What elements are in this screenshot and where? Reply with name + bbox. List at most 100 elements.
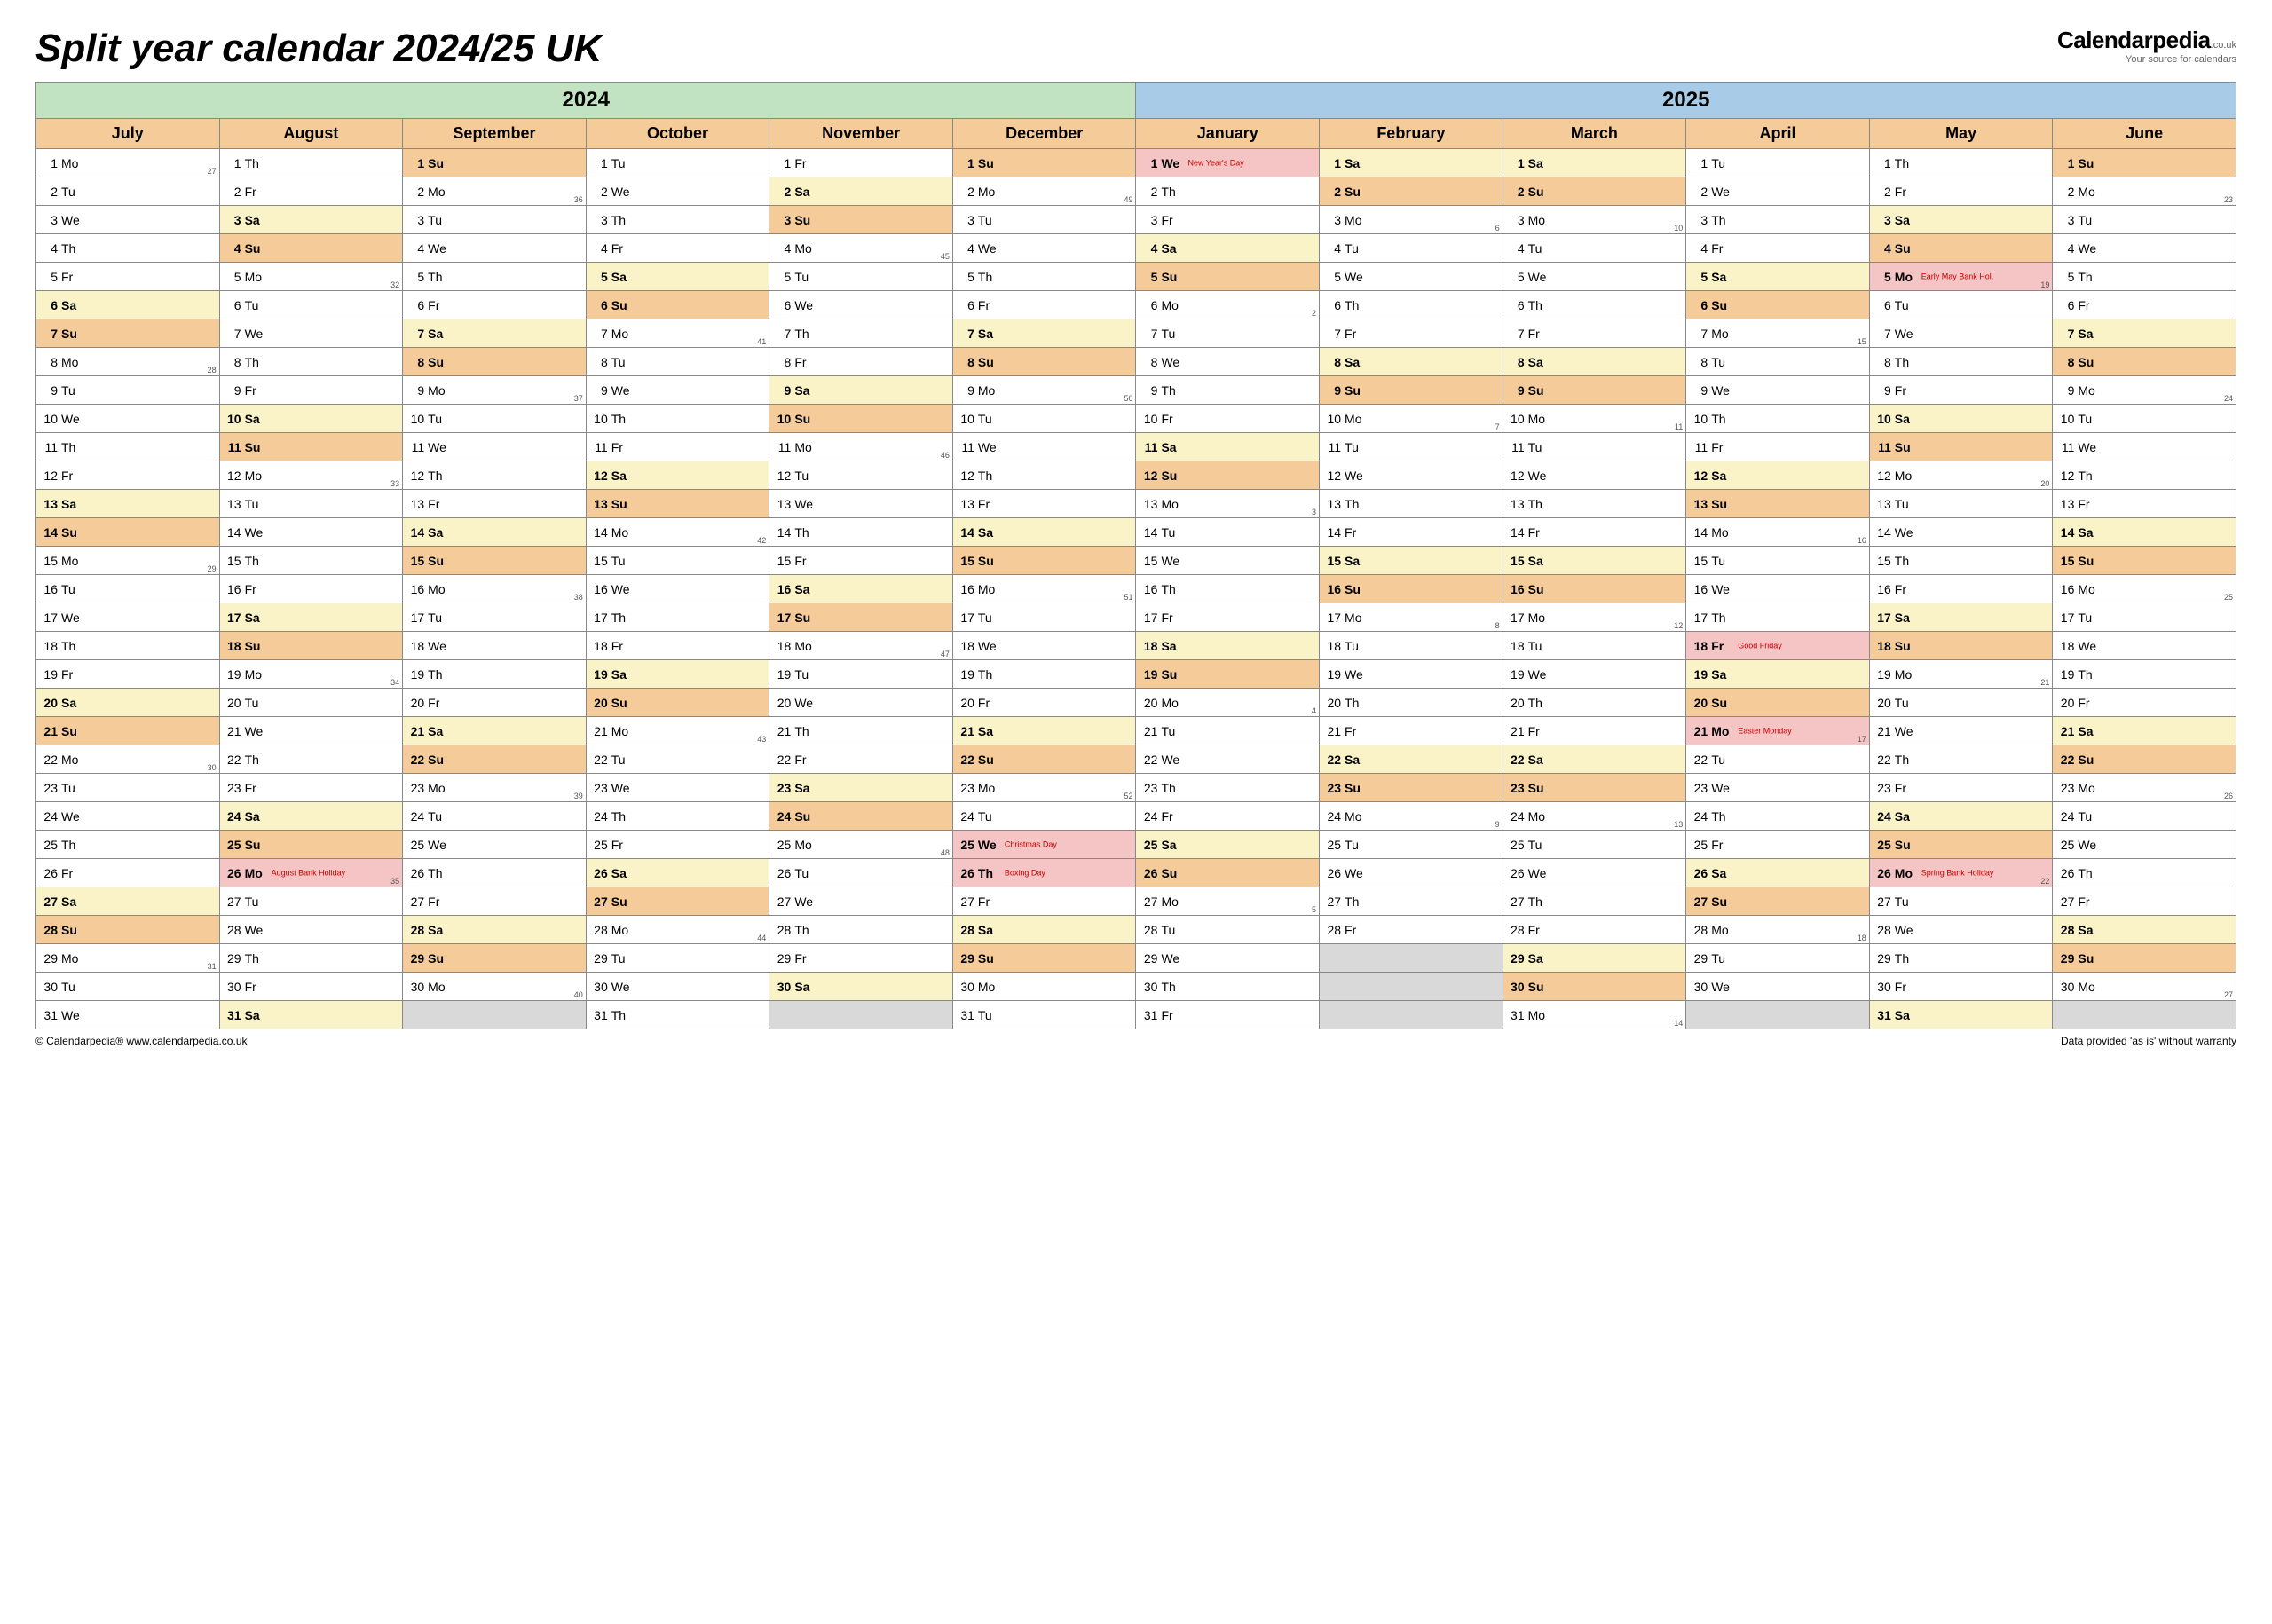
day-cell: 26We: [1320, 859, 1503, 887]
day-cell: 11Su: [1869, 433, 2053, 461]
week-number: 43: [757, 735, 766, 744]
week-number: 11: [1675, 422, 1683, 431]
week-number: 52: [1124, 792, 1132, 800]
day-cell: 24Sa: [1869, 802, 2053, 831]
day-cell: 2Mo49: [952, 177, 1136, 206]
day-cell: 21We: [219, 717, 403, 745]
week-number: 46: [941, 451, 950, 460]
day-cell: 18Fr: [586, 632, 769, 660]
day-cell: 10Sa: [219, 405, 403, 433]
day-cell: 27Sa: [36, 887, 220, 916]
day-cell: 23Sa: [769, 774, 953, 802]
day-cell: 8We: [1136, 348, 1320, 376]
day-cell: 19Sa: [1686, 660, 1870, 689]
day-cell: 8Su: [952, 348, 1136, 376]
day-cell: 13Su: [1686, 490, 1870, 518]
month-header: July: [36, 119, 220, 149]
month-header: April: [1686, 119, 1870, 149]
day-cell: 12Mo33: [219, 461, 403, 490]
day-cell: 11We: [952, 433, 1136, 461]
day-cell: 8Sa: [1320, 348, 1503, 376]
day-cell: 20Sa: [36, 689, 220, 717]
day-cell: 6Th: [1503, 291, 1686, 319]
day-cell: 14Sa: [403, 518, 587, 547]
day-cell: 2Sa: [769, 177, 953, 206]
day-cell: 26Su: [1136, 859, 1320, 887]
week-number: 45: [941, 252, 950, 261]
day-cell: 23Su: [1503, 774, 1686, 802]
day-cell: 27Fr: [952, 887, 1136, 916]
day-cell: 19Su: [1136, 660, 1320, 689]
day-cell: 29We: [1136, 944, 1320, 973]
day-cell: 16We: [586, 575, 769, 603]
day-cell: 1Th: [219, 149, 403, 177]
day-cell: 20Su: [1686, 689, 1870, 717]
day-cell: 7Fr: [1503, 319, 1686, 348]
day-cell: 11We: [403, 433, 587, 461]
day-cell: 17Tu: [2053, 603, 2236, 632]
week-number: 29: [208, 564, 217, 573]
day-cell: 13Fr: [2053, 490, 2236, 518]
week-number: 13: [1674, 820, 1683, 829]
day-cell: 24Th: [1686, 802, 1870, 831]
day-cell: 14Th: [769, 518, 953, 547]
day-cell: 24Mo9: [1320, 802, 1503, 831]
day-cell: 15We: [1136, 547, 1320, 575]
day-cell: 9Fr: [219, 376, 403, 405]
day-cell: 7We: [1869, 319, 2053, 348]
day-cell: 9Mo37: [403, 376, 587, 405]
day-cell: 5Th: [2053, 263, 2236, 291]
day-cell: 12We: [1320, 461, 1503, 490]
day-cell: 19Fr: [36, 660, 220, 689]
day-cell: 4Mo45: [769, 234, 953, 263]
holiday-label: Good Friday: [1738, 642, 1782, 650]
day-cell: 22Th: [219, 745, 403, 774]
day-cell: 20Mo4: [1136, 689, 1320, 717]
day-cell: 23Mo39: [403, 774, 587, 802]
day-cell: 30Mo27: [2053, 973, 2236, 1001]
day-cell: 5Fr: [36, 263, 220, 291]
day-cell: 16Su: [1320, 575, 1503, 603]
day-cell: 10Su: [769, 405, 953, 433]
day-cell: 15Tu: [1686, 547, 1870, 575]
day-cell: 13Th: [1320, 490, 1503, 518]
day-cell: 25Tu: [1503, 831, 1686, 859]
week-number: 30: [208, 763, 217, 772]
day-cell: 17Th: [1686, 603, 1870, 632]
day-cell: 28We: [1869, 916, 2053, 944]
day-cell: 16Mo51: [952, 575, 1136, 603]
empty-cell: [1320, 1001, 1503, 1029]
day-cell: 18Tu: [1320, 632, 1503, 660]
day-cell: 26Fr: [36, 859, 220, 887]
day-cell: 15Th: [1869, 547, 2053, 575]
logo-tagline: Your source for calendars: [2057, 54, 2236, 65]
day-cell: 17Sa: [1869, 603, 2053, 632]
day-cell: 4Tu: [1503, 234, 1686, 263]
day-cell: 24Th: [586, 802, 769, 831]
day-cell: 14Mo16: [1686, 518, 1870, 547]
day-cell: 1Su: [2053, 149, 2236, 177]
week-number: 17: [1858, 735, 1866, 744]
year-header: 2024: [36, 83, 1136, 119]
day-cell: 4Th: [36, 234, 220, 263]
day-cell: 19Mo21: [1869, 660, 2053, 689]
week-number: 35: [390, 877, 399, 886]
day-cell: 1Tu: [586, 149, 769, 177]
day-cell: 11Tu: [1320, 433, 1503, 461]
day-cell: 29Su: [2053, 944, 2236, 973]
day-cell: 29Su: [403, 944, 587, 973]
week-number: 23: [2224, 195, 2233, 204]
day-cell: 24Su: [769, 802, 953, 831]
day-cell: 3Sa: [219, 206, 403, 234]
day-cell: 28Sa: [2053, 916, 2236, 944]
day-cell: 9Mo24: [2053, 376, 2236, 405]
day-cell: 9Sa: [769, 376, 953, 405]
day-cell: 17Su: [769, 603, 953, 632]
day-cell: 20Tu: [1869, 689, 2053, 717]
day-cell: 30We: [1686, 973, 1870, 1001]
week-number: 12: [1674, 621, 1683, 630]
day-cell: 6Su: [586, 291, 769, 319]
week-number: 22: [2040, 877, 2049, 886]
day-cell: 13Su: [586, 490, 769, 518]
week-number: 21: [2040, 678, 2049, 687]
